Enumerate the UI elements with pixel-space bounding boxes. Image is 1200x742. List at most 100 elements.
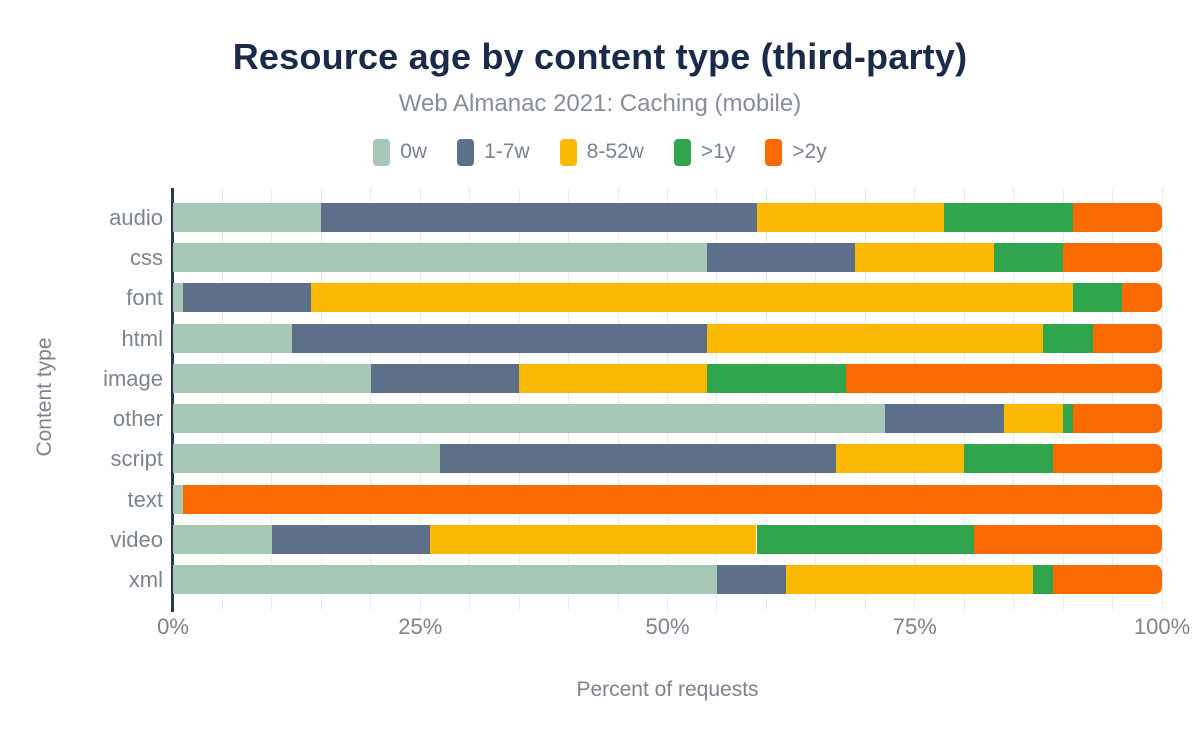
bar-segment-audio-8-52w[interactable] xyxy=(756,203,945,232)
gridline xyxy=(469,188,471,610)
gridline xyxy=(1013,188,1015,610)
bar-segment-other->1y[interactable] xyxy=(1063,404,1073,434)
bar-segment-xml->1y[interactable] xyxy=(1033,564,1054,594)
bar-segment-html->2y[interactable] xyxy=(1092,323,1162,353)
bar-segment-xml-8-52w[interactable] xyxy=(786,564,1034,594)
bar-segment-video->2y[interactable] xyxy=(974,524,1162,554)
bar-segment-css->1y[interactable] xyxy=(993,243,1064,273)
bar-segment-video-8-52w[interactable] xyxy=(430,524,757,554)
y-tick-label-image: image xyxy=(103,365,163,391)
bar-segment-script-0w[interactable] xyxy=(173,444,441,474)
bar-segment-audio-1-7w[interactable] xyxy=(321,203,757,232)
x-tick-label-50%: 50% xyxy=(645,614,690,639)
bar-segment-html-0w[interactable] xyxy=(173,323,292,353)
gridline xyxy=(914,188,916,610)
bar-segment-video-1-7w[interactable] xyxy=(271,524,431,554)
bar-segment-image-8-52w[interactable] xyxy=(519,363,708,393)
bar-segment-xml-1-7w[interactable] xyxy=(716,564,787,594)
legend-label: 0w xyxy=(400,140,428,163)
y-tick-label-script: script xyxy=(110,446,163,472)
legend-swatch-icon xyxy=(673,138,691,166)
x-tick-label-100%: 100% xyxy=(1133,614,1191,639)
bar-segment-css-8-52w[interactable] xyxy=(855,243,994,273)
bar-segment-text-0w[interactable] xyxy=(173,484,183,514)
bar-segment-audio-0w[interactable] xyxy=(173,203,322,232)
y-tick-label-css: css xyxy=(130,245,163,271)
bar-segment-other-1-7w[interactable] xyxy=(885,404,1004,434)
gridline xyxy=(1112,188,1114,610)
bar-segment-font->1y[interactable] xyxy=(1072,283,1123,313)
bar-segment-xml->2y[interactable] xyxy=(1053,564,1162,594)
bar-segment-font-0w[interactable] xyxy=(173,283,183,313)
bar-segment-css->2y[interactable] xyxy=(1063,243,1162,273)
legend-swatch-icon xyxy=(559,138,577,166)
bar-row-html xyxy=(173,323,1162,353)
legend-label: 1-7w xyxy=(484,140,530,163)
x-tick-label-25%: 25% xyxy=(398,614,443,639)
x-tick-label-0%: 0% xyxy=(157,614,189,639)
gridline xyxy=(320,188,322,610)
gridline xyxy=(1161,188,1163,610)
bar-row-css xyxy=(173,243,1162,273)
bar-segment-image->1y[interactable] xyxy=(707,363,846,393)
legend-item-1-7w: 1-7w xyxy=(457,138,530,166)
bar-row-xml xyxy=(173,564,1162,594)
bar-segment-image-1-7w[interactable] xyxy=(370,363,520,393)
bar-row-video xyxy=(173,524,1162,554)
gridline xyxy=(370,188,372,610)
gridline xyxy=(419,188,421,610)
y-tick-label-video: video xyxy=(110,526,163,552)
bar-segment-image-0w[interactable] xyxy=(173,363,371,393)
bar-segment-script-1-7w[interactable] xyxy=(440,444,836,474)
legend-swatch-icon xyxy=(373,138,391,166)
gridline xyxy=(765,188,767,610)
bar-segment-script->1y[interactable] xyxy=(964,444,1054,474)
x-tick-label-75%: 75% xyxy=(892,614,937,639)
bar-segment-html->1y[interactable] xyxy=(1043,323,1093,353)
bar-segment-audio->1y[interactable] xyxy=(944,203,1073,232)
bar-row-audio xyxy=(173,203,1162,232)
gridline xyxy=(864,188,866,610)
bar-row-image xyxy=(173,363,1162,393)
legend-label: >1y xyxy=(700,140,736,163)
y-axis-line xyxy=(171,188,174,612)
x-axis-title: Percent of requests xyxy=(576,678,759,701)
gridline xyxy=(667,188,668,610)
bar-segment-image->2y[interactable] xyxy=(845,363,1162,393)
legend-item->1y: >1y xyxy=(673,138,736,166)
bar-segment-script->2y[interactable] xyxy=(1053,444,1162,474)
bar-segment-script-8-52w[interactable] xyxy=(835,444,965,474)
bar-segment-video->1y[interactable] xyxy=(756,524,975,554)
bar-segment-css-0w[interactable] xyxy=(173,243,708,273)
y-tick-label-font: font xyxy=(126,285,163,311)
bar-segment-text->2y[interactable] xyxy=(182,484,1162,514)
gridline xyxy=(617,188,619,610)
gridline xyxy=(1062,188,1064,610)
bar-segment-audio->2y[interactable] xyxy=(1072,203,1162,232)
bar-segment-other-0w[interactable] xyxy=(173,404,886,434)
legend-swatch-icon xyxy=(765,138,783,166)
bar-row-other xyxy=(173,404,1162,434)
bar-segment-font->2y[interactable] xyxy=(1122,283,1162,313)
y-tick-label-audio: audio xyxy=(109,205,163,230)
y-axis-title: Content type xyxy=(33,337,56,457)
gridline xyxy=(518,188,520,610)
bar-row-script xyxy=(173,444,1162,474)
bar-segment-font-1-7w[interactable] xyxy=(182,283,312,313)
y-tick-label-html: html xyxy=(121,325,163,351)
legend-label: 8-52w xyxy=(586,140,644,163)
legend: 0w 1-7w 8-52w >1y >2y xyxy=(0,136,1200,168)
bar-segment-css-1-7w[interactable] xyxy=(707,243,856,273)
bar-segment-video-0w[interactable] xyxy=(173,524,272,554)
bar-row-text xyxy=(173,484,1162,514)
gridline xyxy=(271,188,273,610)
bar-segment-xml-0w[interactable] xyxy=(173,564,717,594)
legend-item-8-52w: 8-52w xyxy=(559,138,644,166)
bar-segment-font-8-52w[interactable] xyxy=(311,283,1073,313)
bar-segment-other->2y[interactable] xyxy=(1072,404,1162,434)
legend-item-0w: 0w xyxy=(373,138,428,166)
bar-segment-other-8-52w[interactable] xyxy=(1003,404,1064,434)
bar-segment-html-1-7w[interactable] xyxy=(291,323,708,353)
bar-segment-html-8-52w[interactable] xyxy=(707,323,1044,353)
